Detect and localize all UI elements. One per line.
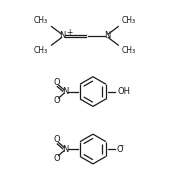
Text: CH₃: CH₃ bbox=[34, 16, 48, 25]
Text: –: – bbox=[120, 142, 124, 151]
Text: +: + bbox=[66, 28, 72, 37]
Text: O: O bbox=[54, 135, 61, 144]
Text: O: O bbox=[54, 78, 61, 87]
Text: O: O bbox=[54, 96, 61, 105]
Text: CH₃: CH₃ bbox=[122, 46, 136, 55]
Text: CH₃: CH₃ bbox=[122, 16, 136, 25]
Text: OH: OH bbox=[117, 87, 130, 96]
Text: O: O bbox=[116, 144, 123, 153]
Text: CH₃: CH₃ bbox=[34, 46, 48, 55]
Text: O: O bbox=[54, 154, 61, 163]
Text: N: N bbox=[62, 87, 69, 96]
Text: N: N bbox=[104, 31, 111, 40]
Text: N: N bbox=[59, 31, 66, 40]
Text: N: N bbox=[62, 144, 69, 153]
